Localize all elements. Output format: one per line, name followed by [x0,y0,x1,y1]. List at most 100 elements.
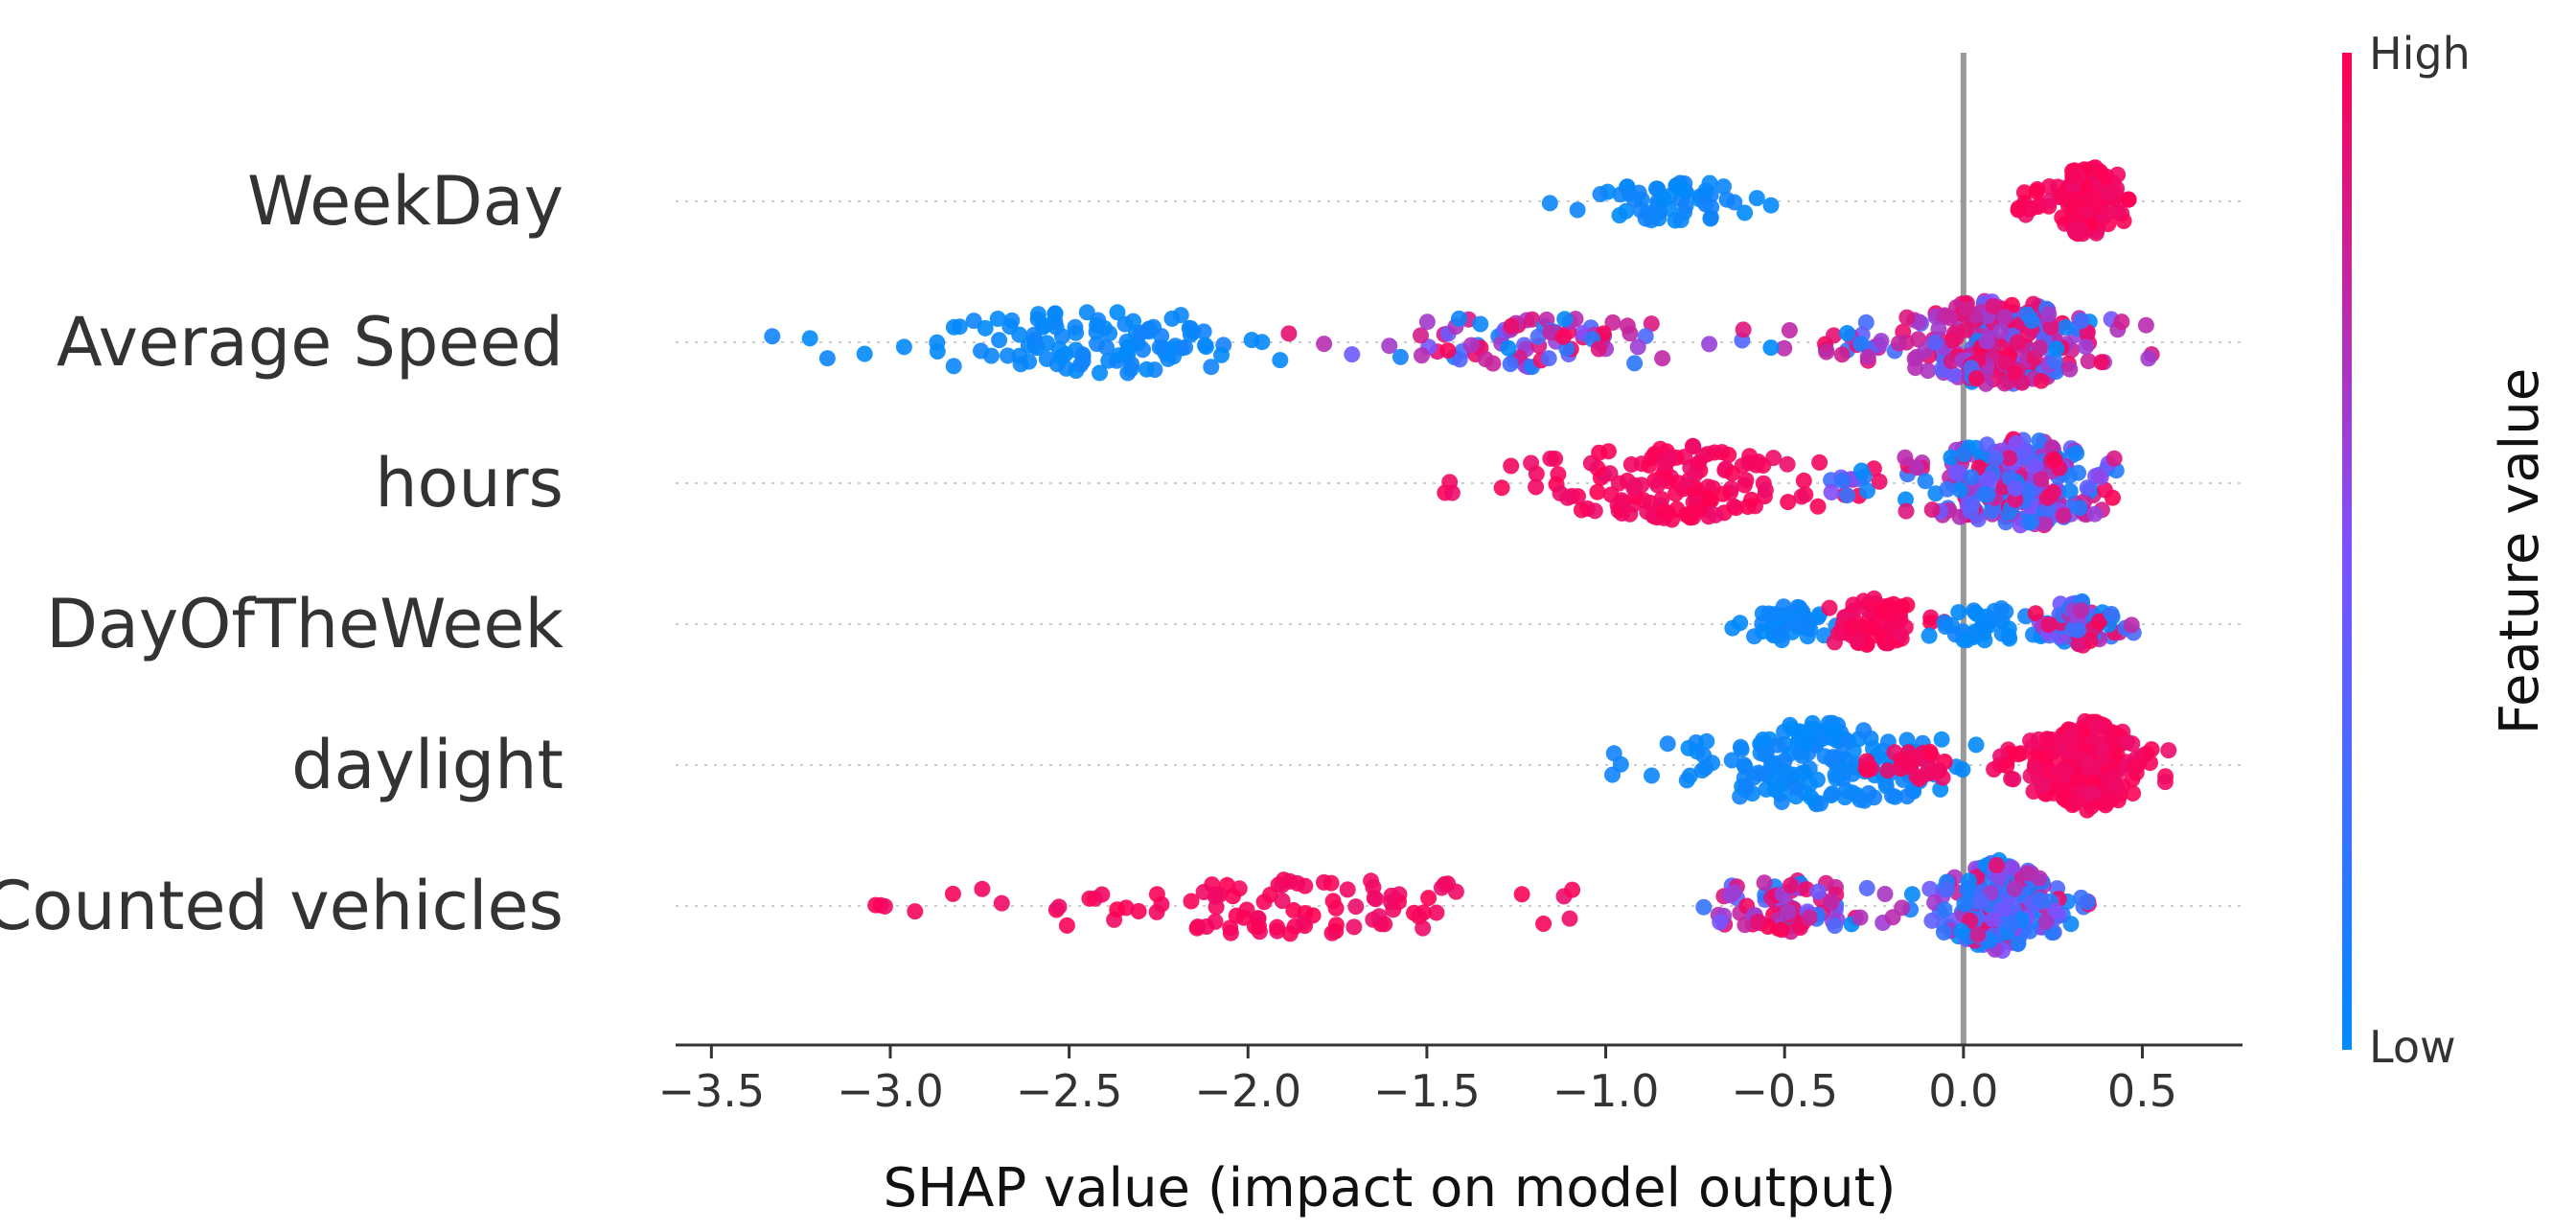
shap-point [2062,916,2080,933]
shap-point [1281,925,1299,942]
shap-point [1697,759,1714,777]
shap-point [989,311,1006,327]
shap-point [1420,890,1438,907]
shap-point [1081,890,1098,907]
shap-point [1725,884,1742,901]
shap-point [1881,603,1898,620]
shap-point [2119,733,2135,751]
shap-point [1622,505,1639,523]
shap-point [1535,916,1552,932]
shap-point [1986,761,2003,778]
shap-point [1614,494,1631,511]
shap-point [1541,195,1558,212]
shap-point [856,345,873,362]
shap-point [1920,627,1938,644]
shap-point [1757,481,1774,499]
shap-point [1197,338,1214,356]
feature-label: daylight [291,726,564,804]
colorbar [2342,53,2352,1050]
shap-point [1092,364,1108,382]
shap-point [1860,595,1877,612]
shap-point [1411,908,1428,925]
shap-point [1967,623,1985,639]
shap-point [1963,469,1980,486]
shap-point [1871,473,1888,490]
shap-point [1604,766,1621,783]
shap-point [1655,503,1672,521]
shap-point [1723,752,1740,769]
shap-point [2040,616,2058,633]
shap-point [2008,434,2025,452]
shap-point [1513,886,1530,903]
shap-point [2079,894,2096,911]
shap-point [1736,204,1754,221]
shap-point [1649,476,1667,494]
shap-point [1641,456,1658,474]
shap-point [1823,893,1840,910]
x-tick-label: −2.5 [1016,1065,1123,1117]
shap-point [1779,455,1796,473]
colorbar-title: Feature value [2489,368,2551,734]
shap-point [2073,313,2090,330]
shap-point [1413,327,1429,344]
shap-point [1943,449,1960,466]
shap-point [1878,616,1896,634]
colorbar-high-label: High [2369,28,2471,80]
shap-point [2156,774,2174,791]
shap-point [2027,605,2044,622]
shap-point [1781,322,1798,338]
shap-point [2033,372,2050,389]
shap-point [1939,480,1956,498]
shap-point [1591,444,1608,461]
shap-point [1681,767,1698,784]
shap-point [1322,874,1340,892]
shap-point [1728,499,1744,517]
shap-point [1682,509,1699,526]
shap-point [1068,324,1085,341]
shap-point [1748,190,1765,207]
shap-point [1564,881,1581,898]
shap-point [2101,184,2118,201]
shap-point [1978,333,1995,350]
shap-point [1213,346,1230,363]
shap-point [2074,225,2091,243]
shap-point [1858,761,1875,778]
shap-point [1057,345,1074,362]
shap-point [907,903,924,920]
shap-point [1677,197,1694,215]
shap-point [1954,761,1971,778]
shap-point [944,885,961,902]
shap-point [1884,787,1900,804]
shap-point [1295,914,1312,931]
shap-point [1926,334,1944,351]
shap-point [1280,325,1298,342]
shap-point [2018,306,2036,323]
shap-point [1773,794,1790,810]
shap-point [1707,506,1724,523]
shap-point [1922,614,1940,631]
shap-point [1110,347,1127,364]
shap-point [1980,470,1997,487]
shap-point [1363,872,1380,890]
shap-point [1590,340,1607,358]
shap-point [2077,338,2094,356]
shap-point [993,894,1010,912]
shap-point [2103,606,2120,622]
shap-point [1783,720,1801,737]
shap-point [1611,207,1628,224]
shap-point [1953,922,1969,940]
x-tick-label: −1.5 [1373,1065,1481,1117]
shap-point [2013,447,2031,464]
shap-point [1668,500,1686,518]
shap-point [1801,909,1818,926]
shap-point [1825,749,1842,766]
shap-point [1955,446,1972,463]
x-tick-label: −3.5 [657,1065,765,1117]
shap-point [1754,623,1771,640]
shap-point [1724,465,1740,482]
shap-point [1376,916,1393,933]
shap-point [1968,606,1986,622]
shap-point [1799,617,1816,635]
shap-point [1811,453,1828,471]
shap-point [1626,355,1644,372]
